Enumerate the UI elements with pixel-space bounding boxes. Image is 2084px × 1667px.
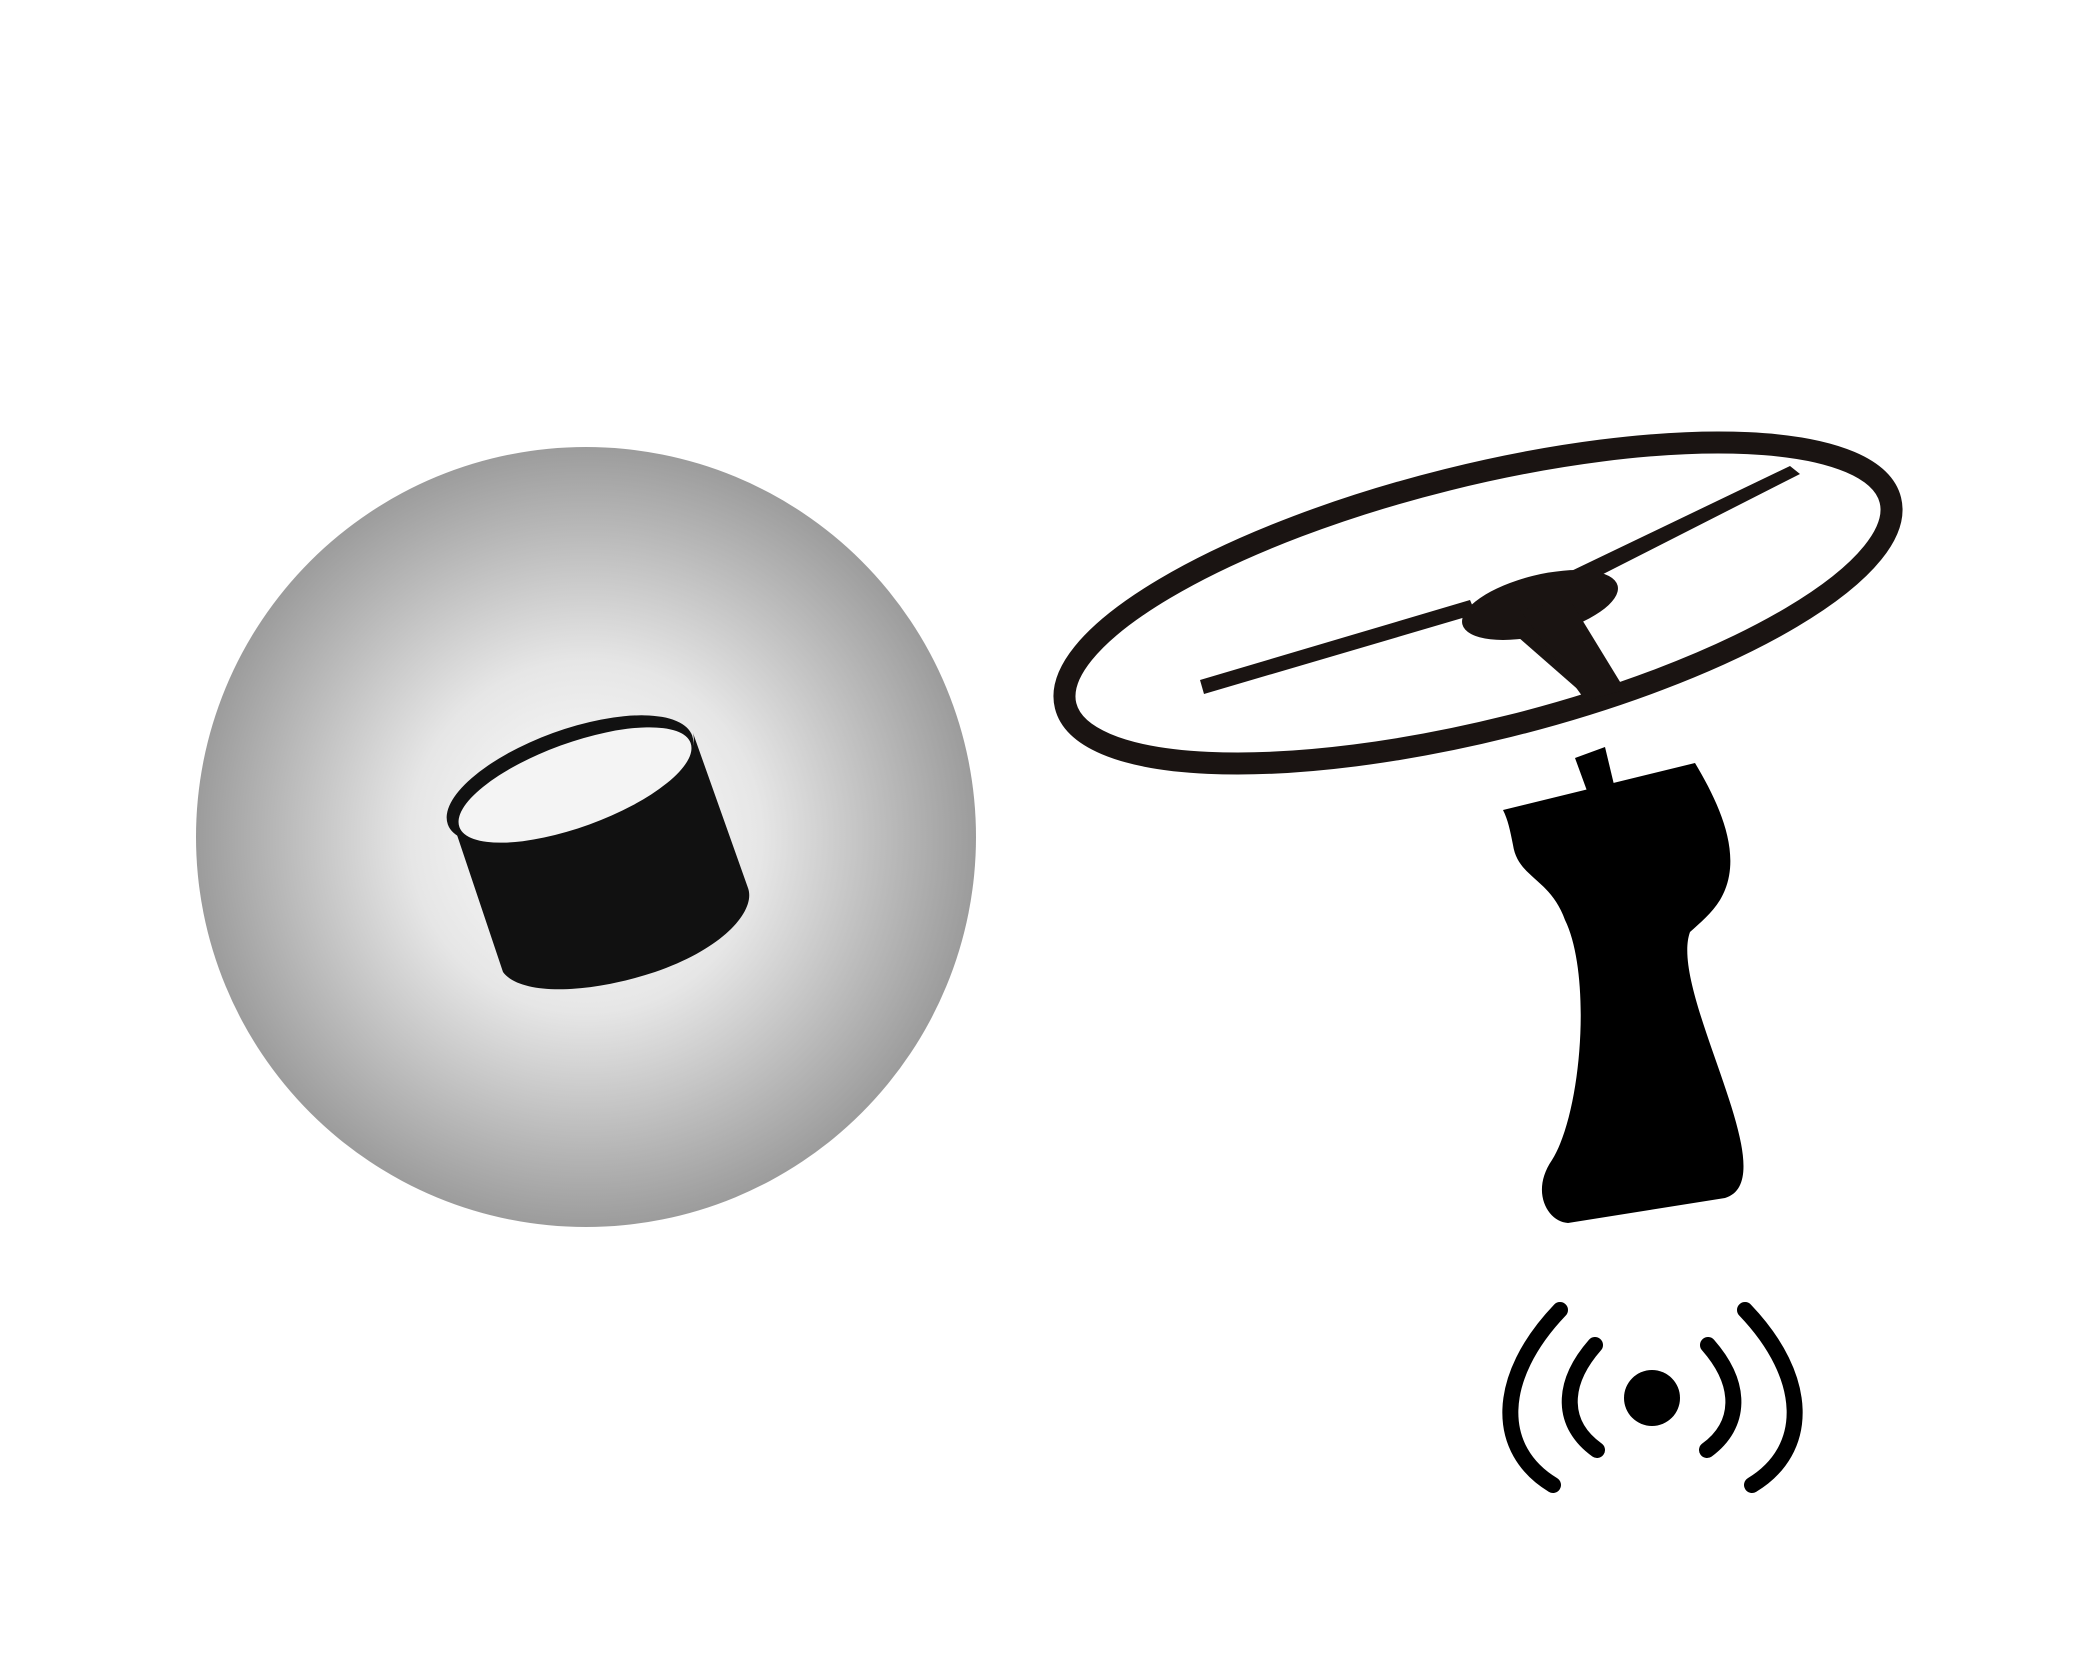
cylinder-body xyxy=(452,733,750,990)
rotor-ring xyxy=(1053,431,1903,775)
signal-wave-outer-left xyxy=(1502,1302,1568,1493)
rotor-hub-neck xyxy=(1520,600,1625,700)
controller-handle-icon xyxy=(1503,747,1744,1223)
handle-grip xyxy=(1503,763,1744,1223)
sphere-with-cylinder-icon xyxy=(196,447,976,1227)
signal-dot xyxy=(1624,1370,1680,1426)
rotor-spoke-left xyxy=(1200,600,1476,694)
rotor-ring-icon xyxy=(1053,431,1903,775)
wireless-signal-icon xyxy=(1502,1302,1803,1493)
rotor-spoke-right xyxy=(1540,466,1800,600)
cylinder-icon xyxy=(446,715,750,990)
signal-wave-outer-right xyxy=(1737,1302,1803,1493)
signal-wave-inner-right xyxy=(1699,1337,1742,1458)
signal-wave-inner-left xyxy=(1561,1337,1605,1458)
cylinder-opening xyxy=(458,727,692,843)
